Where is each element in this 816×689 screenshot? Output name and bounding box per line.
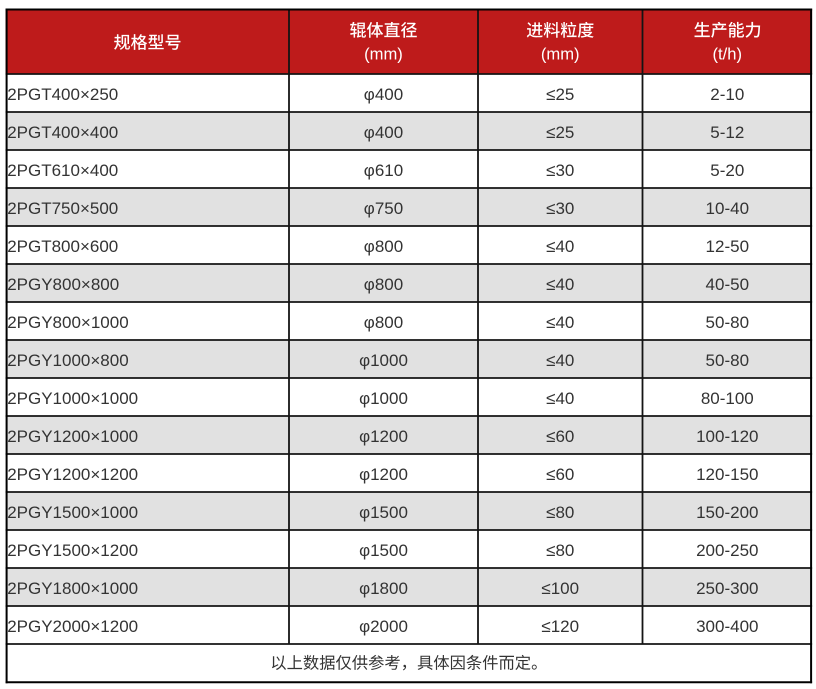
svg-text:2PGY2000×1200: 2PGY2000×1200 [7, 617, 138, 636]
svg-text:≤30: ≤30 [546, 199, 574, 218]
svg-text:≤120: ≤120 [541, 617, 579, 636]
svg-text:φ1500: φ1500 [359, 541, 408, 560]
svg-text:2PGT750×500: 2PGT750×500 [7, 199, 118, 218]
svg-text:≤40: ≤40 [546, 351, 574, 370]
svg-text:φ800: φ800 [364, 275, 403, 294]
svg-text:50-80: 50-80 [706, 313, 749, 332]
svg-text:50-80: 50-80 [706, 351, 749, 370]
svg-text:2PGT800×600: 2PGT800×600 [7, 237, 118, 256]
svg-text:2PGY1800×1000: 2PGY1800×1000 [7, 579, 138, 598]
svg-text:2PGY1000×1000: 2PGY1000×1000 [7, 389, 138, 408]
svg-text:2PGY800×1000: 2PGY800×1000 [7, 313, 128, 332]
svg-text:φ1500: φ1500 [359, 503, 408, 522]
svg-text:φ610: φ610 [364, 161, 403, 180]
svg-text:2PGT400×400: 2PGT400×400 [7, 123, 118, 142]
svg-text:2PGY1500×1000: 2PGY1500×1000 [7, 503, 138, 522]
svg-text:300-400: 300-400 [696, 617, 758, 636]
svg-text:φ1800: φ1800 [359, 579, 408, 598]
svg-text:5-12: 5-12 [710, 123, 744, 142]
svg-text:φ800: φ800 [364, 313, 403, 332]
svg-text:φ1200: φ1200 [359, 465, 408, 484]
svg-text:φ1200: φ1200 [359, 427, 408, 446]
svg-text:80-100: 80-100 [701, 389, 754, 408]
svg-text:200-250: 200-250 [696, 541, 758, 560]
svg-text:≤80: ≤80 [546, 541, 574, 560]
svg-text:φ1000: φ1000 [359, 389, 408, 408]
svg-text:2-10: 2-10 [710, 85, 744, 104]
svg-text:(mm): (mm) [541, 45, 580, 64]
svg-text:250-300: 250-300 [696, 579, 758, 598]
svg-text:≤30: ≤30 [546, 161, 574, 180]
svg-text:2PGY1200×1200: 2PGY1200×1200 [7, 465, 138, 484]
svg-text:≤40: ≤40 [546, 389, 574, 408]
svg-text:120-150: 120-150 [696, 465, 758, 484]
svg-text:≤40: ≤40 [546, 275, 574, 294]
svg-text:2PGT610×400: 2PGT610×400 [7, 161, 118, 180]
svg-text:5-20: 5-20 [710, 161, 744, 180]
svg-text:≤100: ≤100 [541, 579, 579, 598]
svg-text:100-120: 100-120 [696, 427, 758, 446]
svg-text:≤60: ≤60 [546, 427, 574, 446]
svg-text:φ1000: φ1000 [359, 351, 408, 370]
svg-text:2PGY1500×1200: 2PGY1500×1200 [7, 541, 138, 560]
svg-text:≤60: ≤60 [546, 465, 574, 484]
svg-text:12-50: 12-50 [706, 237, 749, 256]
svg-text:2PGY1000×800: 2PGY1000×800 [7, 351, 128, 370]
svg-text:2PGY800×800: 2PGY800×800 [7, 275, 119, 294]
svg-text:150-200: 150-200 [696, 503, 758, 522]
svg-text:φ400: φ400 [364, 123, 403, 142]
svg-text:≤25: ≤25 [546, 85, 574, 104]
svg-text:40-50: 40-50 [706, 275, 749, 294]
svg-text:≤25: ≤25 [546, 123, 574, 142]
svg-text:≤40: ≤40 [546, 237, 574, 256]
svg-text:≤40: ≤40 [546, 313, 574, 332]
svg-text:2PGY1200×1000: 2PGY1200×1000 [7, 427, 138, 446]
svg-text:φ2000: φ2000 [359, 617, 408, 636]
svg-text:(mm): (mm) [364, 45, 403, 64]
svg-text:2PGT400×250: 2PGT400×250 [7, 85, 118, 104]
svg-text:φ800: φ800 [364, 237, 403, 256]
svg-text:φ400: φ400 [364, 85, 403, 104]
svg-text:φ750: φ750 [364, 199, 403, 218]
svg-text:≤80: ≤80 [546, 503, 574, 522]
svg-text:10-40: 10-40 [706, 199, 749, 218]
svg-text:(t/h): (t/h) [713, 45, 743, 64]
